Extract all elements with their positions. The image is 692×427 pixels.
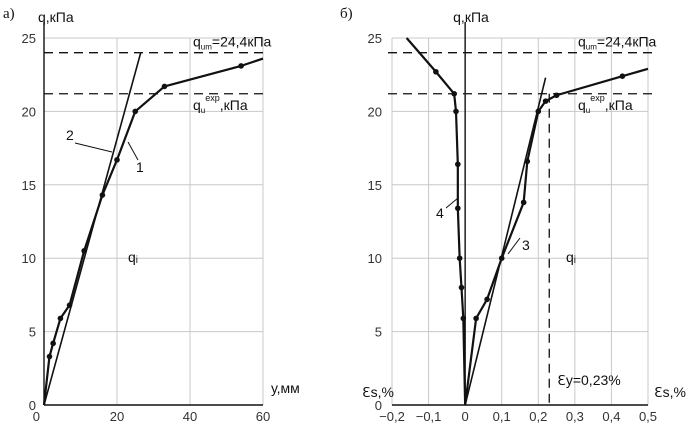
y-tick-label: 15	[368, 178, 382, 193]
data-point	[456, 255, 463, 261]
data-point	[50, 340, 56, 347]
x-tick-label: 0,2	[529, 409, 547, 424]
x-tick-label: 0	[462, 409, 469, 424]
y-tick-label: 10	[22, 251, 36, 266]
data-point	[458, 284, 465, 291]
x-axis-label-left: ℇs,%	[362, 384, 394, 400]
series-line-2	[464, 77, 547, 406]
series-line-2	[43, 52, 142, 406]
y-tick-label: 20	[22, 104, 36, 119]
y-tick-label: 5	[29, 325, 36, 340]
data-point	[553, 92, 560, 99]
vline-label: ℇy=0,23%	[557, 372, 620, 388]
y-tick-label: 25	[22, 31, 36, 46]
x-tick-label: 0,1	[493, 409, 511, 424]
hline-label-0: qum=24,4кПа	[193, 34, 272, 52]
y-tick-label: 20	[368, 104, 382, 119]
data-point	[473, 315, 479, 322]
panel-label: а)	[3, 6, 15, 22]
data-point	[484, 296, 490, 303]
data-point	[455, 205, 461, 212]
x-axis-label: ℇs,%	[654, 384, 686, 400]
series-label-3: 3	[522, 237, 530, 253]
x-axis-label: у,мм	[271, 380, 300, 396]
qi-label: qᵢ	[128, 249, 138, 265]
y-tick-label: 15	[22, 178, 36, 193]
x-tick-label: −0,1	[416, 409, 442, 424]
x-tick-label: 60	[256, 409, 270, 424]
y-tick-label: 0	[375, 398, 382, 413]
data-point	[114, 157, 120, 163]
x-tick-label: 20	[110, 409, 124, 424]
leader-3	[507, 237, 521, 255]
x-tick-label: 0,3	[566, 409, 584, 424]
data-point	[433, 68, 439, 75]
y-tick-label: 5	[375, 325, 382, 340]
y-axis-label: q,кПа	[38, 9, 74, 25]
data-point	[161, 83, 168, 90]
qi-label: qᵢ	[566, 249, 576, 265]
data-point	[520, 199, 527, 206]
leader-2	[74, 142, 113, 153]
y-tick-label: 0	[29, 398, 36, 413]
data-point	[453, 108, 459, 115]
chart-panel-2: −0,2 −0,1 0 0,1 0,2 0,3 0,4 0,5 0 5 10 15 20 25 б) q,кП…	[340, 6, 686, 424]
series-line-3	[464, 67, 649, 406]
data-point	[132, 108, 139, 115]
data-point	[619, 73, 626, 79]
chart-panel-1: 0 20 40 60 0 5 10 15 20 25 а) q,кПа у,мм qum=24,4кПа q…	[3, 6, 300, 424]
data-point	[460, 315, 467, 322]
series-label-1: 1	[136, 159, 144, 175]
series-label-2: 2	[66, 127, 74, 143]
data-point	[542, 98, 549, 104]
x-tick-label: 0,5	[639, 409, 657, 424]
leader-1	[127, 141, 139, 161]
y-tick-label: 25	[368, 31, 382, 46]
panel-label: б)	[340, 6, 353, 22]
data-point	[238, 63, 244, 69]
x-tick-label: 0	[33, 409, 40, 424]
data-point	[57, 315, 64, 322]
x-tick-label: 40	[183, 409, 197, 424]
hline-label-1: quexp,кПа	[193, 93, 248, 115]
data-point	[455, 161, 461, 168]
y-tick-label: 10	[368, 251, 382, 266]
series-label-4: 4	[436, 205, 444, 221]
hline-label-0: qum=24,4кПа	[578, 34, 657, 52]
y-axis-label: q,кПа	[453, 9, 489, 25]
series-line-4	[405, 37, 467, 406]
data-point	[46, 353, 53, 360]
leader-4	[445, 197, 459, 209]
hline-label-1: quexp,кПа	[578, 93, 633, 115]
x-tick-label: −0,2	[379, 409, 405, 424]
data-point	[451, 90, 457, 97]
x-tick-label: 0,4	[602, 409, 620, 424]
